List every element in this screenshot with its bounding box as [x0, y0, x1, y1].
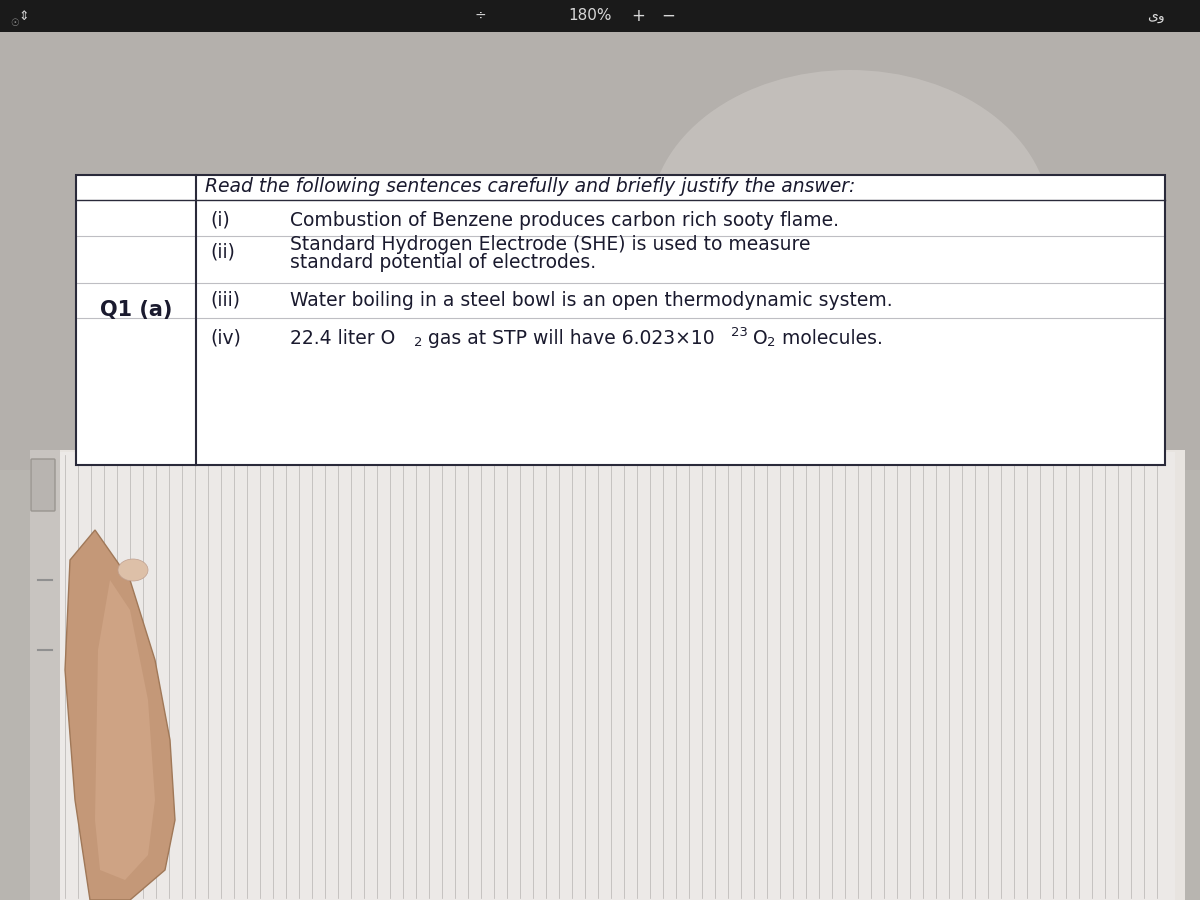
Text: (iv): (iv) [210, 328, 241, 347]
Polygon shape [65, 530, 175, 900]
Text: 180%: 180% [569, 8, 612, 23]
Text: ÷: ÷ [474, 9, 486, 23]
Ellipse shape [650, 70, 1050, 370]
Text: Combustion of Benzene produces carbon rich sooty flame.: Combustion of Benzene produces carbon ri… [290, 211, 839, 230]
Text: (i): (i) [210, 211, 229, 230]
Text: Water boiling in a steel bowl is an open thermodynamic system.: Water boiling in a steel bowl is an open… [290, 291, 893, 310]
Bar [30, 450, 1186, 900]
FancyBboxPatch shape [31, 459, 55, 511]
Text: gas at STP will have 6.023×10: gas at STP will have 6.023×10 [422, 328, 714, 347]
Text: Read the following sentences carefully and briefly justify the answer:: Read the following sentences carefully a… [205, 177, 856, 196]
Text: 23: 23 [731, 326, 748, 338]
Text: O: O [746, 328, 768, 347]
Bar [0, 0, 1200, 32]
Bar [30, 450, 60, 900]
Text: (ii): (ii) [210, 242, 235, 262]
Text: ☉: ☉ [10, 18, 19, 28]
Text: 2: 2 [768, 337, 776, 349]
Text: Standard Hydrogen Electrode (SHE) is used to measure: Standard Hydrogen Electrode (SHE) is use… [290, 235, 810, 254]
Text: 22.4 liter O: 22.4 liter O [290, 328, 395, 347]
Text: −: − [661, 7, 674, 25]
Polygon shape [95, 580, 155, 880]
Ellipse shape [118, 559, 148, 581]
Text: ⇕: ⇕ [18, 10, 29, 22]
Text: یو: یو [1147, 9, 1165, 23]
Bar [55, 452, 1175, 900]
Text: Q1 (a): Q1 (a) [100, 300, 172, 320]
Text: 2: 2 [414, 337, 422, 349]
Text: +: + [631, 7, 644, 25]
Text: molecules.: molecules. [775, 328, 882, 347]
Bar [76, 175, 1165, 465]
Bar [0, 32, 1200, 470]
Text: (iii): (iii) [210, 291, 240, 310]
Text: standard potential of electrodes.: standard potential of electrodes. [290, 253, 596, 272]
